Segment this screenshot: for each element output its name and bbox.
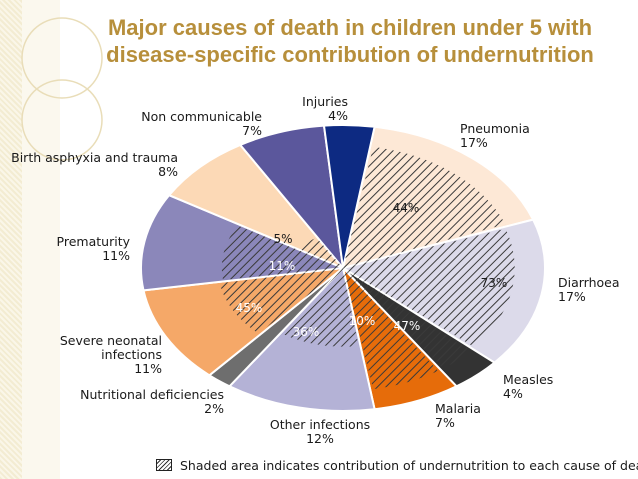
undernutrition-hatch-pneumonia	[343, 146, 506, 268]
slice-label-other-infections: Other infections 12%	[270, 417, 370, 446]
pie-slice-injuries	[322, 123, 376, 269]
slice-label-pneumonia: Pneumonia 17%	[460, 121, 530, 150]
slice-label-injuries: Injuries 4%	[302, 94, 348, 123]
undernutrition-label-prematurity: 11%	[269, 259, 296, 273]
undernutrition-hatch-measles	[343, 268, 472, 369]
undernutrition-label-measles: 47%	[394, 319, 421, 333]
pie-slice-birth-asphyxia-and-trauma	[167, 143, 344, 269]
legend-text: Shaded area indicates contribution of un…	[180, 457, 638, 473]
undernutrition-hatch-birth-asphyxia-and-trauma	[300, 237, 343, 268]
slide-title: Major causes of death in children under …	[70, 14, 630, 68]
title-line-1: Major causes of death in children under …	[107, 15, 593, 40]
undernutrition-label-other-infections: 36%	[293, 325, 320, 339]
undernutrition-label-malaria: 10%	[349, 314, 376, 328]
legend: Shaded area indicates contribution of un…	[156, 456, 638, 474]
undernutrition-label-birth-asphyxia-and-trauma: 5%	[273, 232, 292, 246]
slice-label-severe-neonatal-infections: Severe neonatal infections 11%	[60, 333, 162, 376]
undernutrition-hatch-severe-neonatal-infections	[219, 268, 343, 334]
slice-label-diarrhoea: Diarrhoea 17%	[558, 275, 620, 304]
undernutrition-label-pneumonia: 44%	[393, 201, 420, 215]
slice-label-prematurity: Prematurity 11%	[57, 234, 131, 263]
title-line-2: disease-specific contribution of undernu…	[106, 42, 594, 67]
undernutrition-label-severe-neonatal-infections: 45%	[236, 301, 263, 315]
slice-label-malaria: Malaria 7%	[435, 401, 481, 430]
slice-label-measles: Measles 4%	[503, 372, 553, 401]
slice-label-non-communicable: Non communicable 7%	[141, 109, 262, 138]
slice-label-birth-asphyxia-and-trauma: Birth asphyxia and trauma 8%	[11, 150, 178, 179]
legend-hatch-swatch	[156, 459, 172, 471]
decorative-rings	[21, 17, 103, 161]
undernutrition-hatch-other-infections	[282, 268, 359, 347]
slice-label-nutritional-deficiencies: Nutritional deficiencies 2%	[80, 387, 224, 416]
undernutrition-hatch-prematurity	[221, 225, 343, 280]
undernutrition-label-diarrhoea: 73%	[481, 276, 508, 290]
undernutrition-hatch-diarrhoea	[343, 228, 515, 347]
undernutrition-hatch-malaria	[343, 268, 439, 390]
decorative-pattern-strip	[0, 0, 22, 479]
